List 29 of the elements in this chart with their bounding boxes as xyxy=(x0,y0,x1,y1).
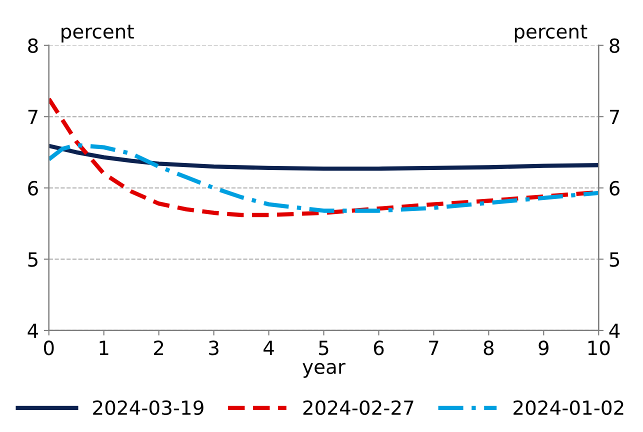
y-axis-title: percent xyxy=(62,24,134,43)
y-tick-label: 8 xyxy=(28,38,38,54)
legend-label: 2024-02-27 xyxy=(303,400,414,416)
x-tick-label: 6 xyxy=(374,340,384,356)
x-tick-label: 9 xyxy=(538,340,548,356)
y2-tick-label: 6 xyxy=(610,180,620,196)
x-tick-label: 10 xyxy=(588,340,610,356)
y-tick-label: 7 xyxy=(28,110,38,124)
legend-label: 2024-03-19 xyxy=(93,400,204,416)
y2-tick-label: 4 xyxy=(609,324,620,338)
y2-axis-title: percent xyxy=(514,24,588,43)
y-tick-label: 6 xyxy=(28,180,38,196)
x-tick-label: 1 xyxy=(100,340,108,355)
x-tick-label: 2 xyxy=(154,340,164,355)
x-tick-label: 3 xyxy=(209,340,218,356)
x-tick-label: 0 xyxy=(44,340,54,356)
line-series xyxy=(48,144,599,171)
legend-label: 2024-01-02 xyxy=(514,400,624,416)
y-tick-label: 5 xyxy=(28,252,38,267)
x-tick-label: 4 xyxy=(264,340,274,355)
x-tick-label: 7 xyxy=(429,340,438,355)
x-axis-title: year xyxy=(302,362,346,378)
y-tick-label: 4 xyxy=(28,324,38,338)
x-tick-label: 5 xyxy=(319,340,328,356)
x-tick-label: 8 xyxy=(484,340,494,356)
y2-tick-label: 7 xyxy=(610,110,620,124)
y2-tick-label: 5 xyxy=(610,252,620,267)
y2-tick-label: 8 xyxy=(610,38,620,54)
line-series xyxy=(48,143,599,213)
